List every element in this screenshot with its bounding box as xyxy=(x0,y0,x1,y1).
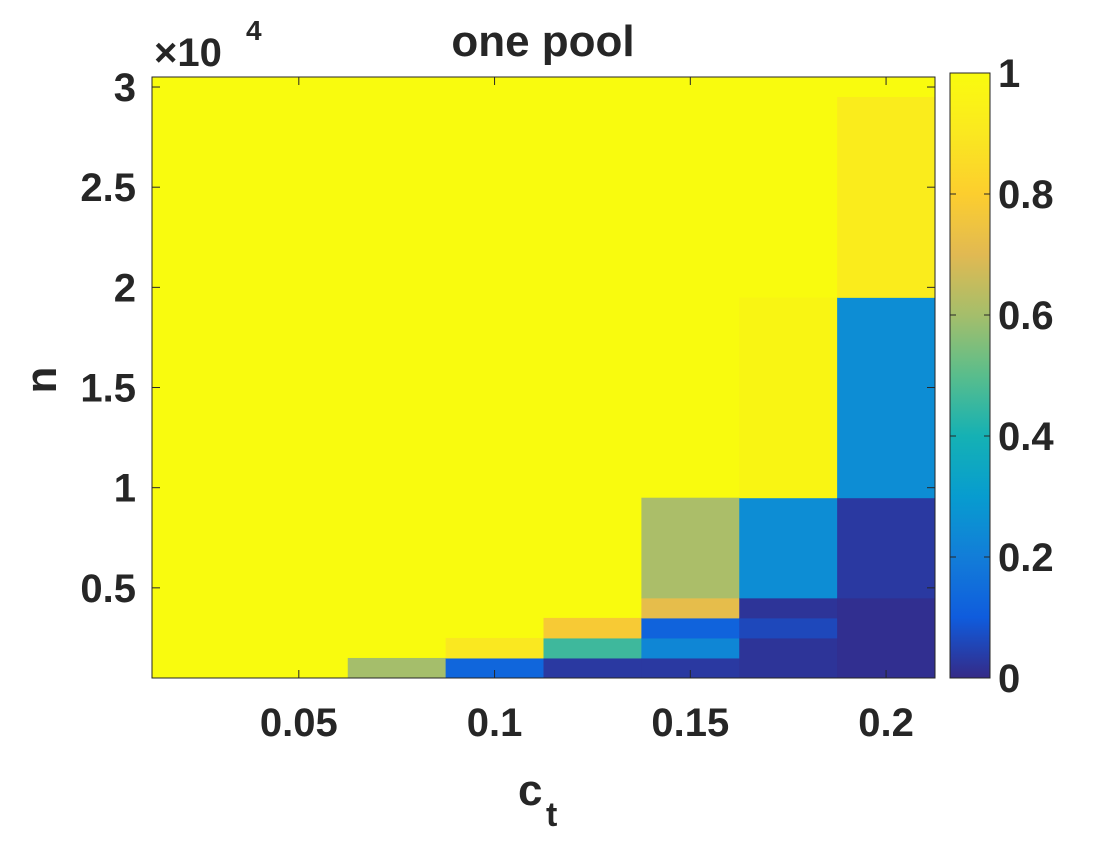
heatmap-cell xyxy=(641,637,740,659)
heatmap-cell xyxy=(641,597,740,619)
colorbar-tick-label: 0.2 xyxy=(998,536,1054,580)
heatmap-cell xyxy=(837,97,936,298)
heatmap-cell xyxy=(347,657,447,679)
heatmap-cell xyxy=(739,637,838,679)
heatmap-cell xyxy=(445,657,545,679)
heatmap-cell xyxy=(543,637,642,659)
heatmap-cell xyxy=(739,497,838,599)
heatmap-cell xyxy=(837,297,936,499)
heatmap-cell xyxy=(739,617,838,639)
y-exponent-power: 4 xyxy=(246,15,262,46)
y-exponent-base: ×10 xyxy=(154,31,222,75)
heatmap-cell xyxy=(641,657,740,679)
heatmap-cell xyxy=(445,637,545,659)
colorbar-tick-label: 0 xyxy=(998,657,1020,701)
x-axis-label: c t xyxy=(518,766,557,834)
heatmap-cell xyxy=(543,657,642,679)
chart-title: one pool xyxy=(451,17,634,66)
colorbar-tick-label: 0.8 xyxy=(998,173,1054,217)
y-tick-label: 0.5 xyxy=(80,567,136,611)
heatmap-cell xyxy=(543,617,642,639)
y-axis-label: n xyxy=(17,367,66,394)
x-tick-label: 0.05 xyxy=(260,701,338,745)
heatmap-cell xyxy=(837,597,936,679)
y-tick-label: 1.5 xyxy=(80,367,136,411)
plot-frame xyxy=(151,76,936,679)
colorbar-tick-label: 0.6 xyxy=(998,294,1054,338)
colorbar xyxy=(949,72,991,679)
x-tick-label: 0.1 xyxy=(467,701,523,745)
y-tick-label: 3 xyxy=(114,66,136,110)
colorbar-tick-label: 0.4 xyxy=(998,415,1054,459)
y-tick-label: 1 xyxy=(114,467,136,511)
x-tick-label: 0.2 xyxy=(858,701,914,745)
heatmap-cell xyxy=(641,497,740,599)
y-axis-exponent: ×10 4 xyxy=(154,15,262,75)
x-axis-label-main: c xyxy=(518,766,542,815)
heatmap-cell xyxy=(641,617,740,639)
heatmap-cell xyxy=(739,597,838,619)
y-tick-label: 2 xyxy=(114,266,136,310)
x-axis-label-subscript: t xyxy=(546,796,557,834)
x-tick-label: 0.15 xyxy=(651,701,729,745)
y-tick-label: 2.5 xyxy=(80,166,136,210)
heatmap-cell xyxy=(837,497,936,599)
heatmap-cell xyxy=(739,297,838,499)
colorbar-tick-label: 1 xyxy=(998,52,1020,96)
